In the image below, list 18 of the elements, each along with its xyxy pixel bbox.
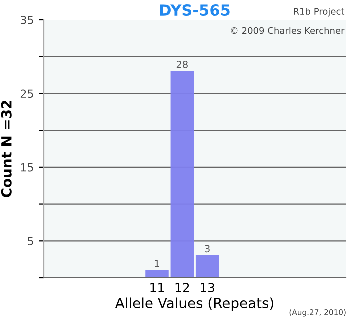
annotation: © 2009 Charles Kerchner — [231, 27, 345, 34]
x-tick-label: 13 — [201, 283, 215, 293]
x-axis-title: Allele Values (Repeats) — [115, 298, 274, 312]
bar — [146, 270, 169, 278]
bar — [196, 255, 220, 278]
y-tick-label: 25 — [20, 90, 34, 98]
y-tick-label: 35 — [20, 16, 34, 24]
chart-title: DYS-565 — [160, 4, 230, 16]
y-tick-label: 5 — [28, 237, 34, 246]
x-tick-label: 12 — [176, 283, 190, 292]
bar — [170, 71, 194, 278]
x-tick-label: 11 — [150, 283, 164, 292]
data-label: 28 — [176, 60, 188, 68]
y-axis-title: Count N =32 — [1, 101, 12, 198]
data-label: 1 — [155, 260, 160, 268]
data-label: 3 — [205, 245, 210, 253]
y-tick-label: 15 — [21, 164, 34, 172]
text: R1b Project — [294, 8, 345, 17]
